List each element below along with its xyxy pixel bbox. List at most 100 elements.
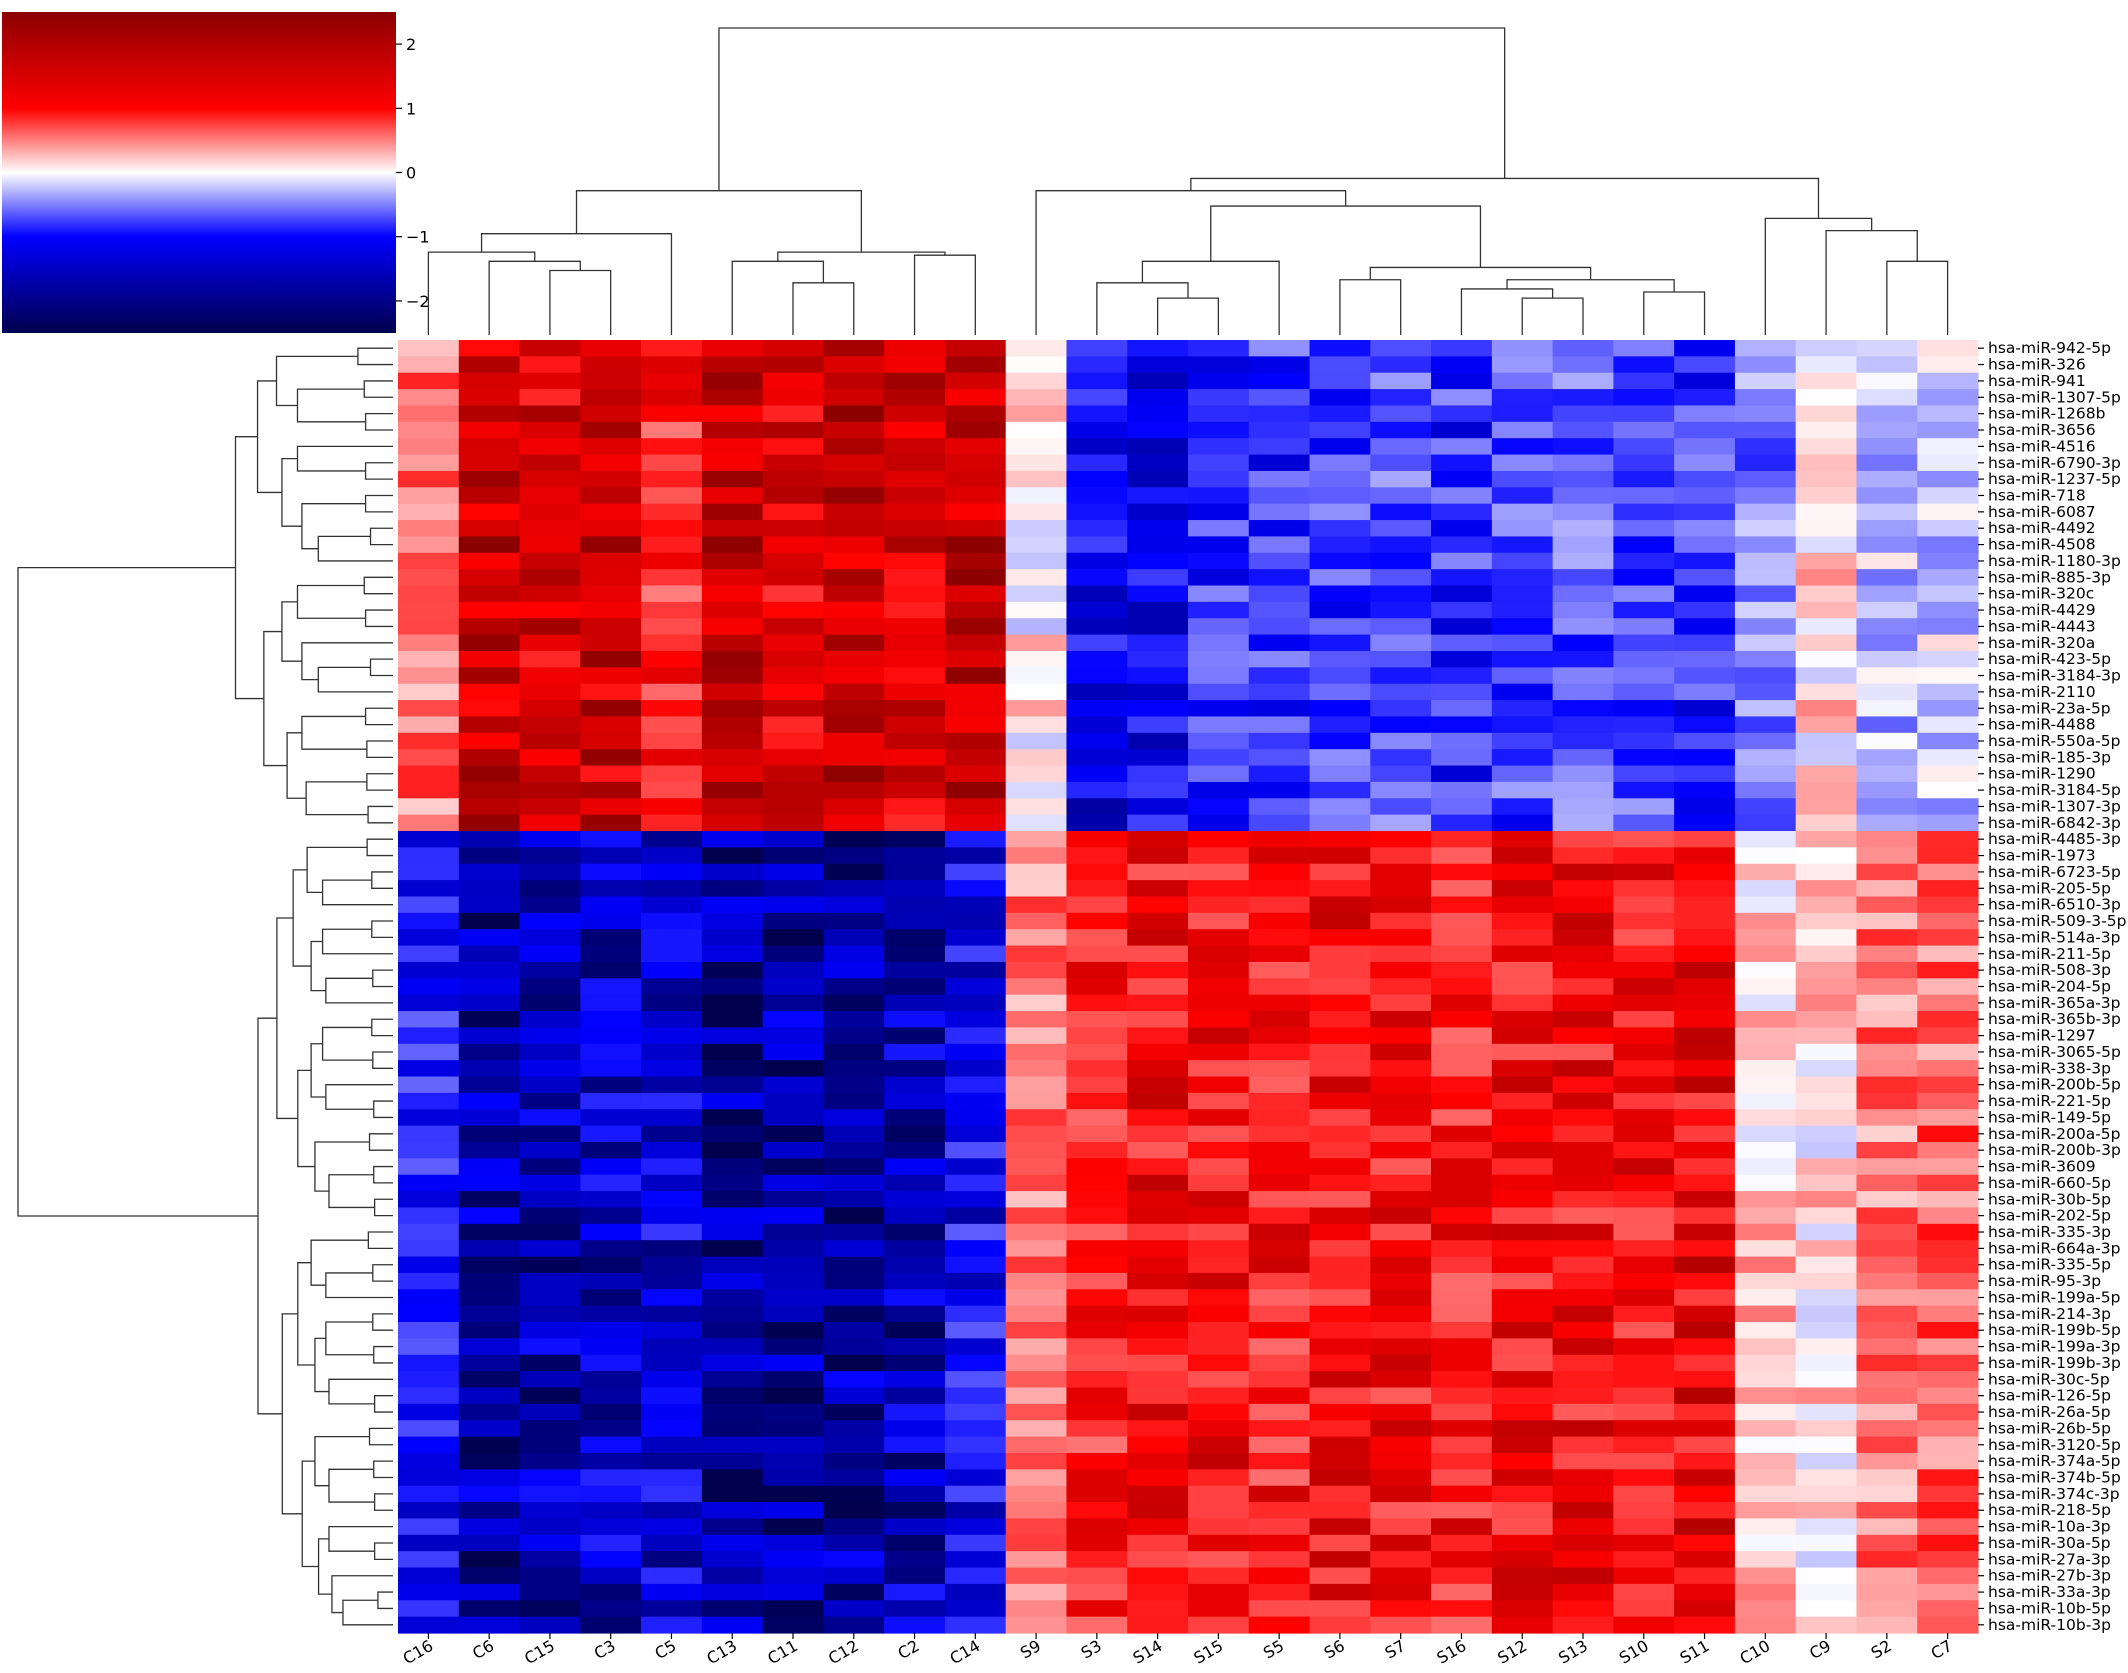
heatmap-cell [1795, 1436, 1858, 1454]
heatmap-cell [823, 454, 885, 472]
heatmap-cell [701, 880, 764, 898]
heatmap-cell [1917, 405, 1979, 423]
heatmap-cell [1552, 1567, 1614, 1585]
heatmap-cell [762, 831, 824, 848]
heatmap-cell [1734, 1109, 1797, 1127]
heatmap-cell [1127, 961, 1189, 979]
heatmap-cell [823, 945, 885, 963]
heatmap-cell [1856, 929, 1918, 947]
heatmap-cell [1613, 1027, 1675, 1045]
heatmap-cell [701, 503, 764, 521]
dendrogram-link [301, 1460, 319, 1568]
heatmap-cell [884, 1502, 946, 1520]
heatmap-cell [762, 1567, 824, 1585]
heatmap-cell [1795, 1272, 1858, 1290]
heatmap-cell [1552, 1485, 1614, 1503]
heatmap-cell [1917, 667, 1979, 685]
heatmap-cell [1734, 945, 1797, 963]
heatmap-cell [1370, 618, 1432, 636]
heatmap-cell [519, 356, 581, 374]
row-label: hsa-miR-942-5p [1988, 339, 2111, 357]
heatmap-cell [884, 520, 946, 538]
heatmap-cell [1309, 1354, 1371, 1372]
heatmap-cell [1188, 978, 1250, 996]
heatmap-cell [398, 1583, 460, 1601]
heatmap-cell [701, 1485, 764, 1503]
heatmap-cell [458, 1420, 521, 1438]
row-labels: hsa-miR-942-5phsa-miR-326hsa-miR-941hsa-… [1978, 339, 2126, 1634]
heatmap-cell [944, 1223, 1007, 1241]
heatmap-cell [1370, 520, 1432, 538]
heatmap-cell [1431, 1125, 1493, 1143]
heatmap-cell [762, 1158, 824, 1176]
heatmap-cell [1188, 961, 1250, 979]
heatmap-cell [823, 1272, 885, 1290]
heatmap-cell [944, 454, 1007, 472]
heatmap-cell [1674, 667, 1736, 685]
heatmap-cell [762, 601, 824, 619]
heatmap-cell [1674, 945, 1736, 963]
heatmap-cell [1309, 1420, 1371, 1438]
heatmap-cell [1491, 340, 1554, 357]
heatmap-cell [1248, 1109, 1311, 1127]
heatmap-cell [1005, 569, 1068, 587]
heatmap-cell [1795, 1502, 1858, 1520]
heatmap-cell [1552, 1125, 1614, 1143]
row-label: hsa-miR-95-3p [1988, 1272, 2101, 1290]
heatmap-cell [1188, 569, 1250, 587]
dendrogram-link [325, 1272, 393, 1299]
dendrogram-link [256, 380, 282, 494]
heatmap-cell [1309, 1240, 1371, 1258]
heatmap-cell [1188, 781, 1250, 799]
heatmap-cell [1005, 1469, 1068, 1487]
heatmap-cell [701, 781, 764, 799]
heatmap-cell [641, 520, 703, 538]
heatmap-cell [944, 1109, 1007, 1127]
heatmap-cell [1309, 1534, 1371, 1552]
heatmap-cell [1370, 814, 1432, 832]
heatmap-cell [1248, 1141, 1311, 1159]
dendrogram-link [1156, 297, 1220, 335]
heatmap-cell [762, 618, 824, 636]
heatmap-cell [1370, 503, 1432, 521]
heatmap-cell [884, 372, 946, 390]
heatmap-cell [458, 1076, 521, 1094]
heatmap-cell [1309, 1043, 1371, 1061]
heatmap-cell [1431, 536, 1493, 554]
heatmap-cell [823, 1354, 885, 1372]
heatmap-cell [884, 1420, 946, 1438]
heatmap-cell [1248, 814, 1311, 832]
heatmap-cell [944, 1060, 1007, 1078]
heatmap-cell [1552, 601, 1614, 619]
heatmap-cell [1795, 618, 1858, 636]
heatmap-cell [701, 454, 764, 472]
heatmap-cell [944, 618, 1007, 636]
heatmap-cell [1795, 1174, 1858, 1192]
heatmap-cell [1491, 1109, 1554, 1127]
heatmap-cell [398, 1076, 460, 1094]
heatmap-cell [519, 650, 581, 668]
heatmap-cell [398, 1158, 460, 1176]
heatmap-cell [1066, 470, 1128, 488]
heatmap-cell [1066, 781, 1128, 799]
heatmap-cell [1491, 618, 1554, 636]
heatmap-cell [1005, 781, 1068, 799]
heatmap-cell [823, 749, 885, 767]
heatmap-cell [1674, 1452, 1736, 1470]
heatmap-cell [1005, 1011, 1068, 1029]
heatmap-cell [762, 912, 824, 930]
heatmap-cell [641, 1518, 703, 1536]
heatmap-cell [519, 454, 581, 472]
heatmap-cell [1491, 781, 1554, 799]
heatmap-cell [458, 1452, 521, 1470]
heatmap-cell [458, 438, 521, 456]
heatmap-cell [1795, 1371, 1858, 1389]
heatmap-cell [1248, 1060, 1311, 1078]
heatmap-cell [1127, 929, 1189, 947]
heatmap-cell [1309, 1223, 1371, 1241]
heatmap-cell [1552, 389, 1614, 407]
heatmap-cell [1431, 569, 1493, 587]
heatmap-cell [580, 847, 642, 865]
heatmap-cell [1309, 340, 1371, 357]
heatmap-cell [1856, 1240, 1918, 1258]
